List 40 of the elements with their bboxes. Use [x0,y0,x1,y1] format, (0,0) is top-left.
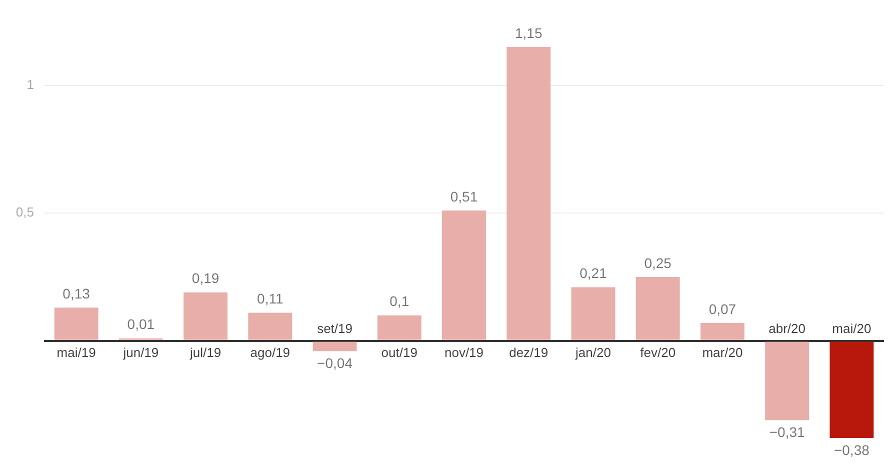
x-tick-label: nov/19 [444,344,484,360]
x-tick-label: abr/20 [768,320,806,336]
data-label: 0,13 [62,286,90,302]
x-tick-label: mar/20 [702,344,743,360]
data-label: 0,1 [390,293,410,310]
x-tick-label: jul/19 [189,344,222,360]
x-tick-label: ago/19 [250,344,290,360]
data-label: 0,01 [127,316,155,332]
data-label: 1,15 [514,24,542,41]
y-tick-label: 1 [26,76,34,92]
x-tick-label: dez/19 [509,344,548,360]
y-tick-label: 0,5 [16,204,34,220]
x-tick-label: set/19 [317,320,352,336]
x-tick-label: jan/20 [574,344,611,360]
data-label: 0,11 [257,290,284,307]
bar [312,342,357,352]
data-label: −0,38 [834,442,870,458]
data-label: 0,25 [644,254,672,271]
data-label: 0,07 [708,300,736,317]
data-label: 0,21 [580,265,608,282]
bar [54,308,98,340]
x-tick-label: out/19 [381,344,418,360]
data-label: 0,51 [450,188,478,204]
bar [442,210,486,340]
bar [377,315,422,340]
bar [184,292,228,340]
bar [571,287,616,340]
bar [700,323,744,340]
x-tick-label: mai/20 [832,320,872,336]
bar [830,342,874,438]
data-label: 0,19 [192,270,220,286]
bar [506,47,551,340]
x-tick-label: mai/19 [56,344,96,360]
data-label: −0,31 [769,424,805,440]
x-tick-label: jun/19 [122,344,159,360]
bar [248,312,292,340]
bar [636,277,680,340]
data-label: −0,04 [317,354,353,371]
x-tick-label: fev/20 [640,344,676,360]
bar [765,342,810,420]
